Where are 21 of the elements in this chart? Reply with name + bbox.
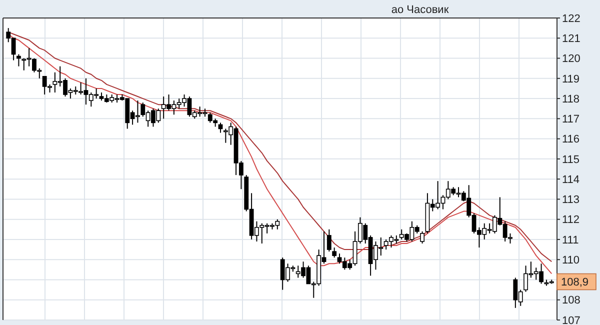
y-tick-label: 117: [562, 114, 580, 126]
annotation: 108,9: [561, 276, 589, 289]
y-tick-label: 115: [562, 154, 580, 166]
y-tick-label: 114: [562, 174, 580, 186]
y-tick-label: 116: [562, 134, 580, 146]
chart-title: ао Часовик: [391, 4, 449, 16]
y-tick-label: 118: [562, 93, 580, 106]
y-tick-label: 112: [562, 214, 580, 226]
y-tick-label: 121: [562, 32, 580, 45]
y-tick-label: 122: [562, 12, 580, 25]
candlestick: [326, 228, 332, 252]
candlestick: [332, 247, 337, 258]
y-tick-label: 113: [562, 194, 580, 206]
y-tick-label: 107: [562, 314, 580, 325]
y-tick-label: 108: [562, 294, 580, 307]
y-tick-label: 119: [562, 73, 580, 86]
y-tick-label: 120: [562, 53, 580, 66]
y-tick-label: 111: [562, 234, 579, 246]
y-tick-label: 110: [562, 254, 580, 266]
candlestick: [16, 54, 21, 67]
candlestick: [420, 230, 424, 244]
